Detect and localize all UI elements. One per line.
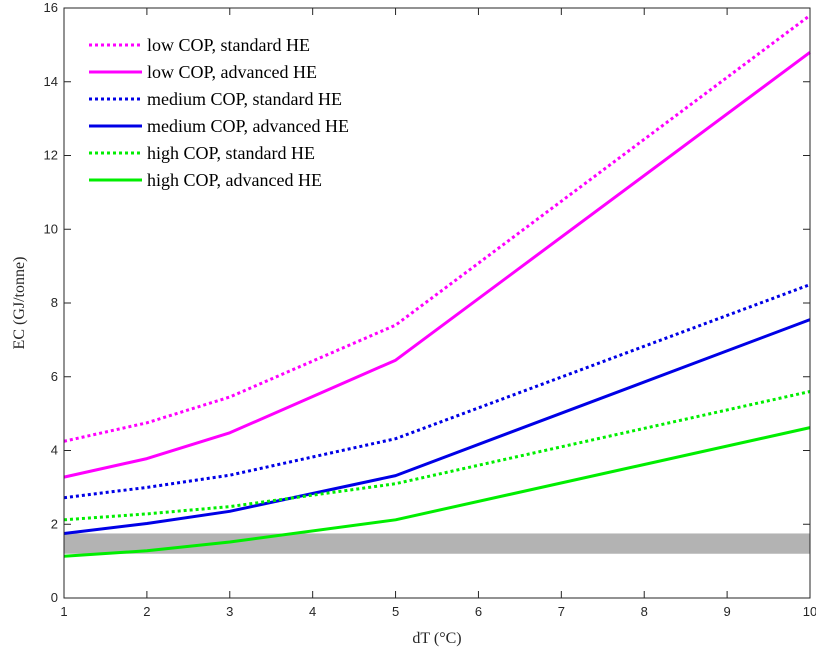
y-axis-label: EC (GJ/tonne) bbox=[11, 257, 28, 350]
series-line-5 bbox=[63, 390, 811, 522]
x-axis-label: dT (°C) bbox=[412, 630, 461, 647]
legend-label-1: low COP, standard HE bbox=[147, 35, 310, 55]
y-tick-label: 16 bbox=[44, 0, 58, 15]
legend-label-3: medium COP, standard HE bbox=[147, 89, 342, 109]
series-line-4 bbox=[63, 318, 811, 535]
y-tick-label: 14 bbox=[44, 74, 58, 89]
x-tick-labels: 1 2 3 4 5 6 7 8 9 10 bbox=[60, 604, 816, 619]
legend-label-2: low COP, advanced HE bbox=[147, 62, 317, 82]
x-tick-label: 4 bbox=[309, 604, 316, 619]
legend-label-6: high COP, advanced HE bbox=[147, 170, 322, 190]
series-line-6 bbox=[63, 426, 811, 558]
x-tick-label: 7 bbox=[558, 604, 565, 619]
series-line-3 bbox=[63, 283, 811, 500]
y-tick-label: 0 bbox=[51, 590, 58, 605]
y-tick-label: 2 bbox=[51, 516, 58, 531]
y-tick-label: 6 bbox=[51, 369, 58, 384]
x-tick-label: 9 bbox=[723, 604, 730, 619]
reference-band bbox=[64, 533, 810, 554]
x-tick-label: 10 bbox=[803, 604, 816, 619]
x-tick-label: 5 bbox=[392, 604, 399, 619]
x-tick-label: 2 bbox=[143, 604, 150, 619]
series-layer bbox=[63, 14, 811, 558]
y-tick-label: 10 bbox=[44, 221, 58, 236]
legend-label-5: high COP, standard HE bbox=[147, 143, 315, 163]
x-tick-label: 1 bbox=[60, 604, 67, 619]
y-tick-labels: 0 2 4 6 8 10 12 14 16 bbox=[44, 0, 58, 605]
series-line-2 bbox=[63, 51, 811, 479]
y-tick-label: 4 bbox=[51, 443, 58, 458]
legend-label-4: medium COP, advanced HE bbox=[147, 116, 349, 136]
series-line-1 bbox=[63, 14, 811, 443]
x-tick-label: 8 bbox=[641, 604, 648, 619]
y-tick-label: 12 bbox=[44, 148, 58, 163]
reference-band-layer bbox=[64, 533, 810, 554]
tick-marks bbox=[63, 7, 811, 599]
x-tick-label: 3 bbox=[226, 604, 233, 619]
legend: low COP, standard HE low COP, advanced HE… bbox=[89, 35, 349, 190]
x-tick-label: 6 bbox=[475, 604, 482, 619]
y-tick-label: 8 bbox=[51, 295, 58, 310]
